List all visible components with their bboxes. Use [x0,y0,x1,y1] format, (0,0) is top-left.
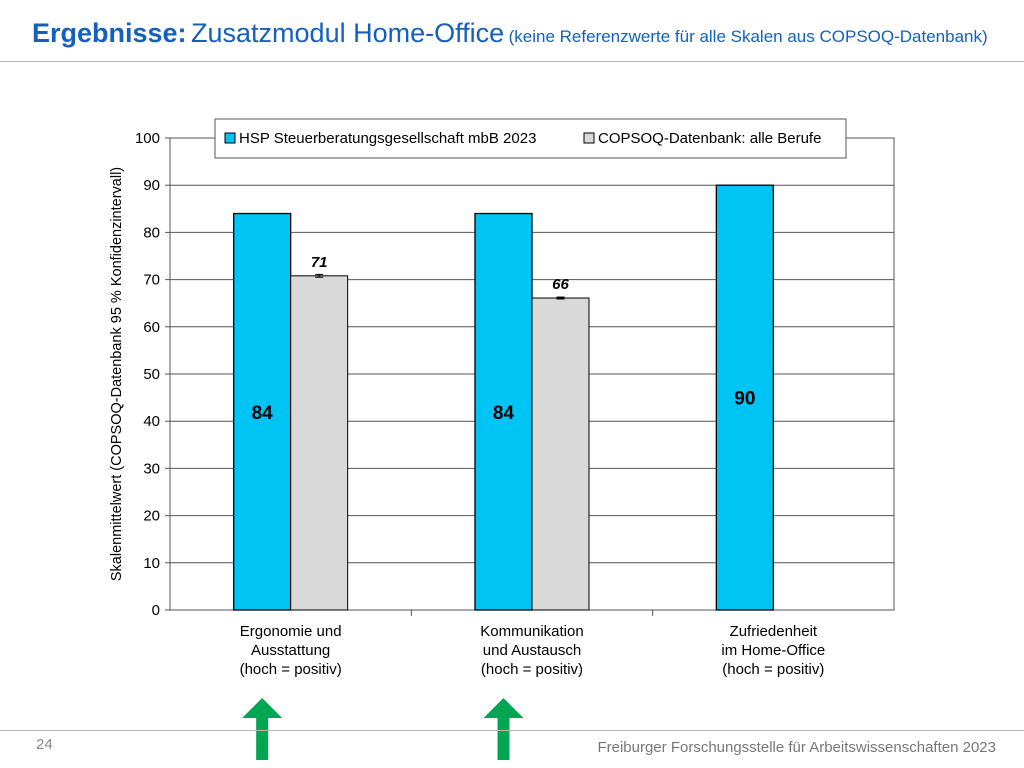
footer-text: Freiburger Forschungsstelle für Arbeitsw… [597,739,996,756]
y-tick-label: 60 [143,319,160,336]
bar-value-label: 66 [552,276,569,293]
bottom-rule [0,730,1024,731]
top-rule [0,61,1024,62]
legend-label-hsp: HSP Steuerberatungsgesellschaft mbB 2023 [239,130,536,147]
legend-box [214,118,847,159]
y-tick-label: 40 [143,413,160,430]
x-category-label: (hoch = positiv) [722,661,824,678]
x-category-label: im Home-Office [721,642,825,659]
title-note: (keine Referenzwerte für alle Skalen aus… [508,27,988,46]
y-tick-label: 0 [152,602,160,619]
y-tick-label: 10 [143,555,160,572]
x-category-label: Ausstattung [251,642,330,659]
x-category-label: Kommunikation [480,623,583,640]
y-tick-label: 70 [143,272,160,289]
title-bold: Ergebnisse: [32,18,187,48]
bar-value-label: 90 [734,389,755,410]
title-main: Zusatzmodul Home-Office [191,18,505,48]
y-tick-label: 50 [143,366,160,383]
y-tick-label: 80 [143,224,160,241]
y-tick-label: 30 [143,460,160,477]
green-up-arrow [242,698,283,760]
slide-title: Ergebnisse: Zusatzmodul Home-Office (kei… [32,18,1004,54]
legend-label-copsoq: COPSOQ-Datenbank: alle Berufe [598,130,821,147]
legend-swatch-copsoq [583,132,595,144]
page-number: 24 [36,736,53,753]
x-category-label: (hoch = positiv) [481,661,583,678]
bar-value-label: 84 [252,403,274,424]
green-up-arrow [483,698,524,760]
legend-swatch-hsp [224,132,236,144]
y-axis-title: Skalenmittelwert (COPSOQ-Datenbank 95 % … [109,167,125,581]
x-category-label: Zufriedenheit [730,623,818,640]
x-category-label: (hoch = positiv) [240,661,342,678]
y-tick-label: 20 [143,508,160,525]
bar-copsoq [290,275,349,611]
bar-hsp [474,212,533,611]
y-tick-label: 100 [135,130,160,147]
bar-copsoq [531,297,590,611]
bar-hsp [715,184,774,611]
bar-value-label: 84 [493,403,515,424]
y-tick-label: 90 [143,177,160,194]
x-category-label: und Austausch [483,642,581,659]
bar-value-label: 71 [311,254,328,271]
x-category-label: Ergonomie und [240,623,342,640]
